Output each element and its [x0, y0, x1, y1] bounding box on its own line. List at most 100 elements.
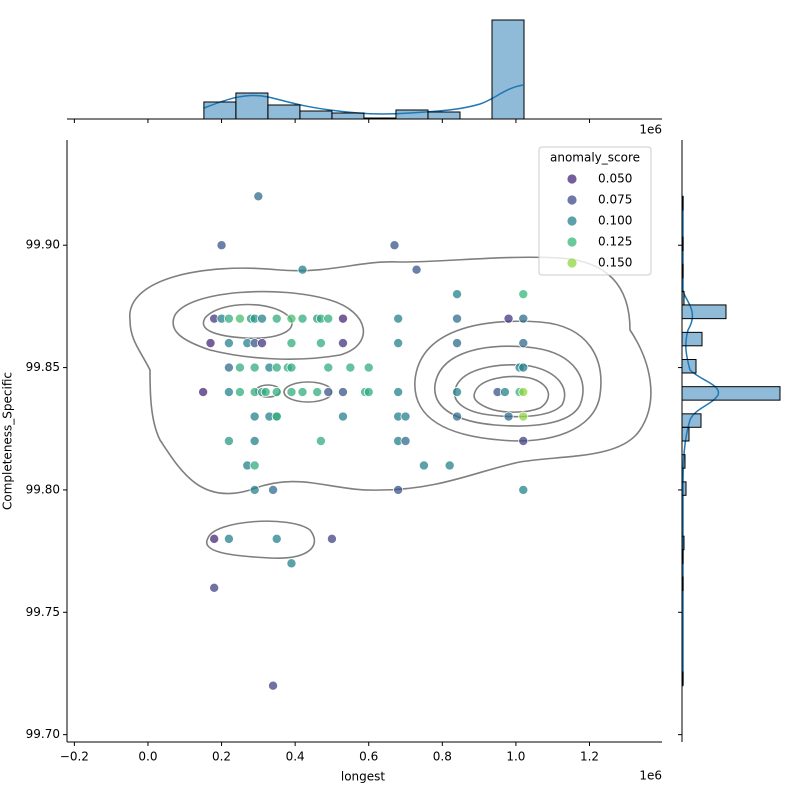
x-hist-bar	[235, 92, 269, 120]
kde-contour	[434, 345, 584, 427]
scatter-point	[198, 387, 209, 398]
scatter-point	[249, 362, 260, 373]
y-hist-bar	[681, 304, 727, 320]
scatter-point	[363, 387, 374, 398]
scatter-point	[234, 362, 245, 373]
scatter-point	[326, 533, 337, 544]
y-hist-bar	[681, 331, 703, 347]
x-hist-bar	[427, 111, 461, 120]
legend-label: 0.100	[598, 214, 632, 228]
scatter-point	[253, 191, 264, 202]
scatter-point	[312, 387, 323, 398]
x-tick-label: 1.0	[506, 750, 525, 764]
scatter-point	[418, 460, 429, 471]
kde-contour	[202, 303, 293, 340]
x-hist-bar	[331, 112, 365, 120]
x-hist-bar	[363, 117, 397, 120]
scatter-point	[286, 313, 297, 324]
scatter-point	[518, 411, 529, 422]
scatter-point	[337, 313, 348, 324]
y-hist-bar	[681, 386, 781, 401]
scatter-point	[249, 435, 260, 446]
scatter-point	[268, 680, 279, 691]
y-tick-label: 99.75	[26, 605, 60, 619]
x-tick-label: 0.8	[433, 750, 452, 764]
x-hist-bar	[267, 104, 301, 120]
scatter-point	[345, 362, 356, 373]
scatter-point	[260, 387, 271, 398]
x-hist-bar	[395, 109, 429, 120]
x-tick-label: 0.0	[138, 750, 157, 764]
scatter-point	[400, 411, 411, 422]
legend-title: anomaly_score	[550, 151, 640, 165]
y-axis-label: Completeness_Specific	[1, 372, 15, 510]
scatter-point	[400, 435, 411, 446]
legend-marker	[567, 258, 577, 268]
scatter-point	[323, 387, 334, 398]
scatter-point	[297, 313, 308, 324]
x-hist-bar	[203, 101, 237, 120]
legend-label: 0.150	[598, 256, 632, 270]
scatter-point	[209, 533, 220, 544]
scatter-point	[323, 313, 334, 324]
scatter-point	[223, 435, 234, 446]
scatter-point	[271, 313, 282, 324]
scatter-point	[223, 533, 234, 544]
legend-marker	[567, 174, 577, 184]
scatter-point	[518, 289, 529, 300]
x-offset-label: 1e6	[639, 769, 662, 783]
scatter-point	[393, 387, 404, 398]
scatter-point	[444, 460, 455, 471]
legend-box	[538, 146, 652, 276]
scatter-point	[337, 387, 348, 398]
scatter-point	[216, 240, 227, 251]
y-hist-bar	[681, 576, 684, 592]
scatter-point	[363, 362, 374, 373]
scatter-point	[223, 313, 234, 324]
scatter-point	[286, 338, 297, 349]
scatter-point	[223, 338, 234, 349]
legend: anomaly_score 0.050 0.075 0.100 0.125 0.150	[538, 146, 652, 276]
kde-contour	[205, 520, 316, 559]
scatter-point	[518, 435, 529, 446]
scatter-point	[323, 362, 334, 373]
y-tick-label: 99.70	[26, 727, 60, 741]
scatter-point	[249, 460, 260, 471]
scatter-point	[503, 313, 514, 324]
scatter-point	[518, 387, 529, 398]
y-hist-bar	[681, 359, 697, 374]
kde-contour	[414, 320, 602, 442]
scatter-point	[271, 362, 282, 373]
scatter-point	[297, 387, 308, 398]
legend-marker	[567, 216, 577, 226]
scatter-point	[503, 411, 514, 422]
scatter-point	[452, 289, 463, 300]
y-tick-label: 99.90	[26, 238, 60, 252]
x-tick-label: 0.4	[286, 750, 305, 764]
scatter-point	[499, 387, 510, 398]
scatter-point	[315, 435, 326, 446]
scatter-point	[518, 362, 529, 373]
scatter-point	[234, 387, 245, 398]
y-hist-bar	[681, 290, 685, 306]
y-tick-label: 99.85	[26, 360, 60, 374]
scatter-point	[271, 411, 282, 422]
x-hist-bar	[491, 19, 525, 120]
y-tick-label: 99.80	[26, 482, 60, 496]
y-hist-bar	[681, 481, 687, 496]
scatter-point	[393, 484, 404, 495]
scatter-point	[286, 558, 297, 569]
legend-label: 0.050	[598, 172, 632, 186]
scatter-point	[315, 338, 326, 349]
kde-contour	[473, 375, 550, 413]
y-hist-bar	[681, 454, 686, 469]
scatter-point	[268, 484, 279, 495]
scatter-point	[234, 313, 245, 324]
y-hist-bar	[681, 413, 702, 428]
kde-contour	[453, 364, 566, 418]
y-hist-bar	[681, 236, 684, 252]
y-hist-bar	[681, 671, 684, 687]
scatter-point	[337, 338, 348, 349]
scatter-point	[286, 387, 297, 398]
scatter-point	[249, 411, 260, 422]
